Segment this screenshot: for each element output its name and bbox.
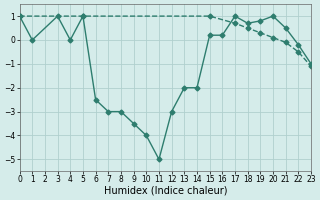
X-axis label: Humidex (Indice chaleur): Humidex (Indice chaleur)	[104, 186, 227, 196]
